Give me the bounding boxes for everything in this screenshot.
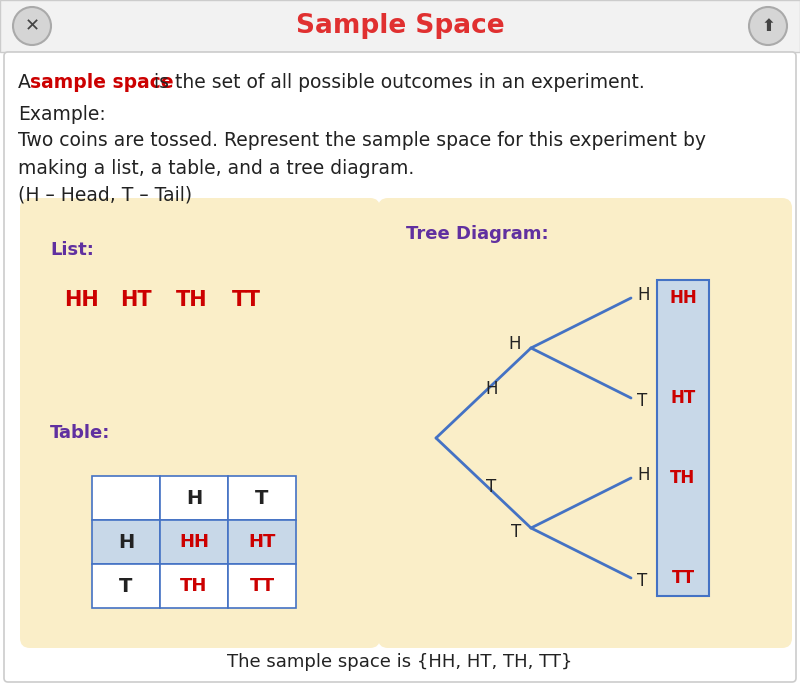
Text: TH: TH	[176, 290, 208, 310]
Text: T: T	[637, 572, 647, 590]
Text: T: T	[255, 489, 269, 508]
Text: H: H	[637, 466, 650, 484]
Bar	[160, 520, 228, 564]
FancyBboxPatch shape	[20, 198, 380, 648]
Text: The sample space is {HH, HT, TH, TT}: The sample space is {HH, HT, TH, TT}	[227, 653, 573, 671]
Bar	[92, 564, 160, 608]
Text: HT: HT	[670, 389, 696, 407]
Bar	[657, 280, 709, 596]
Text: ⬆: ⬆	[761, 17, 775, 35]
Text: HT: HT	[120, 290, 152, 310]
Bar	[160, 476, 228, 520]
Text: H: H	[118, 533, 134, 551]
FancyBboxPatch shape	[378, 198, 792, 648]
Text: H: H	[486, 380, 498, 398]
Text: is the set of all possible outcomes in an experiment.: is the set of all possible outcomes in a…	[148, 72, 645, 92]
Text: TH: TH	[670, 469, 696, 487]
Text: ✕: ✕	[25, 17, 39, 35]
Bar	[92, 520, 160, 564]
Text: Sample Space: Sample Space	[296, 13, 504, 39]
FancyBboxPatch shape	[34, 220, 366, 361]
Text: H: H	[509, 335, 521, 353]
Text: H: H	[186, 489, 202, 508]
Text: T: T	[486, 478, 497, 496]
Text: sample space: sample space	[30, 72, 174, 92]
Text: A: A	[18, 72, 37, 92]
Text: HH: HH	[179, 533, 209, 551]
Bar	[92, 476, 160, 520]
Text: TT: TT	[671, 569, 694, 587]
Text: TT: TT	[250, 577, 274, 595]
Text: HH: HH	[64, 290, 98, 310]
Bar	[228, 520, 296, 564]
Text: H: H	[637, 286, 650, 304]
Text: making a list, a table, and a tree diagram.: making a list, a table, and a tree diagr…	[18, 159, 414, 177]
Text: HH: HH	[669, 289, 697, 307]
Text: (H – Head, T – Tail): (H – Head, T – Tail)	[18, 186, 192, 204]
Bar	[0, 0, 800, 52]
Text: TT: TT	[232, 290, 261, 310]
Text: Tree Diagram:: Tree Diagram:	[406, 225, 549, 243]
Text: Example:: Example:	[18, 104, 106, 124]
Circle shape	[13, 7, 51, 45]
FancyBboxPatch shape	[34, 403, 366, 634]
FancyBboxPatch shape	[4, 52, 796, 682]
Text: TH: TH	[180, 577, 208, 595]
Bar	[160, 564, 228, 608]
Bar	[228, 564, 296, 608]
Text: List:: List:	[50, 241, 94, 259]
Circle shape	[749, 7, 787, 45]
Text: T: T	[119, 577, 133, 595]
Text: T: T	[510, 523, 521, 541]
Text: HT: HT	[248, 533, 276, 551]
Text: T: T	[637, 392, 647, 410]
Text: Two coins are tossed. Represent the sample space for this experiment by: Two coins are tossed. Represent the samp…	[18, 132, 706, 150]
Text: Table:: Table:	[50, 424, 110, 442]
Bar	[228, 476, 296, 520]
